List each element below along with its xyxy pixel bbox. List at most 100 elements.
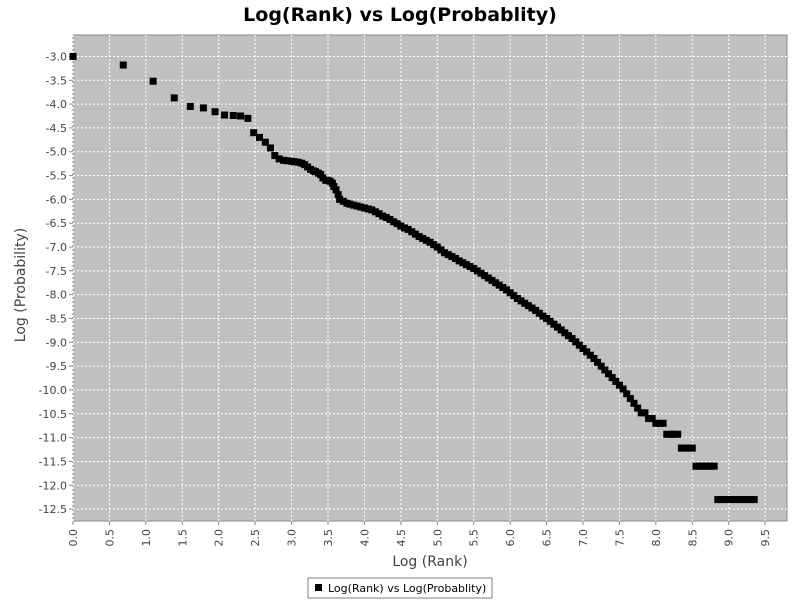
- data-point: [597, 362, 605, 370]
- data-point: [725, 496, 733, 504]
- data-point: [510, 292, 518, 300]
- data-point: [437, 246, 445, 254]
- data-point: [648, 415, 656, 423]
- data-point: [334, 191, 342, 199]
- y-tick-label: -9.0: [46, 336, 67, 349]
- x-tick-label: 9.5: [759, 529, 772, 547]
- data-point: [430, 241, 438, 249]
- data-point: [375, 210, 383, 218]
- axes: 0.0 0.5 1.0 1.5 2.0 2.5 3.0 3.5 4.0 4.5 5.0 5.5 6.0 6…: [39, 50, 773, 546]
- data-point: [736, 496, 744, 504]
- data-point: [170, 94, 178, 102]
- data-point: [433, 243, 441, 251]
- data-point: [506, 289, 514, 297]
- data-point: [546, 317, 554, 325]
- y-tick-label: -3.5: [46, 74, 67, 87]
- data-point: [710, 462, 718, 470]
- data-point: [674, 430, 682, 438]
- data-point: [408, 228, 416, 236]
- plot-area: [72, 34, 788, 522]
- legend-box: [307, 577, 493, 599]
- data-point: [455, 257, 463, 265]
- data-point: [586, 351, 594, 359]
- data-point: [750, 496, 758, 504]
- chart-title: Log(Rank) vs Log(Probablity): [243, 4, 557, 26]
- data-points: [69, 52, 758, 504]
- data-point: [459, 259, 467, 267]
- y-tick-label: -6.0: [46, 193, 67, 206]
- y-tick-label: -10.0: [39, 384, 67, 397]
- y-tick-label: -11.5: [39, 455, 67, 468]
- data-point: [69, 52, 77, 60]
- data-point: [397, 222, 405, 230]
- x-tick-label: 6.5: [541, 529, 554, 547]
- x-axis-label: Log (Rank): [392, 554, 467, 570]
- data-point: [539, 312, 547, 320]
- data-point: [382, 213, 390, 221]
- data-point: [393, 220, 401, 228]
- y-tick-label: -7.0: [46, 241, 67, 254]
- data-point: [186, 102, 194, 110]
- data-point: [666, 430, 674, 438]
- data-point: [583, 348, 591, 356]
- data-point: [707, 462, 714, 470]
- y-tick-label: -12.5: [39, 503, 67, 516]
- y-tick-label: -9.5: [46, 360, 67, 373]
- x-tick-label: 2.0: [213, 529, 226, 547]
- data-point: [612, 377, 620, 385]
- data-point: [747, 496, 755, 504]
- data-point: [532, 306, 540, 314]
- data-point: [415, 233, 423, 241]
- data-point: [579, 345, 587, 353]
- data-point: [626, 395, 634, 403]
- data-point: [605, 370, 612, 378]
- data-point: [350, 201, 357, 209]
- y-tick-label: -3.0: [46, 50, 67, 63]
- data-point: [419, 234, 427, 242]
- data-point: [357, 203, 365, 211]
- data-point: [229, 112, 237, 120]
- y-tick-label: -5.0: [46, 146, 67, 159]
- gridlines: [72, 35, 787, 521]
- data-point: [199, 104, 207, 112]
- data-point: [535, 309, 543, 317]
- data-point: [732, 496, 740, 504]
- data-point: [521, 299, 529, 307]
- data-point: [488, 276, 496, 284]
- data-point: [256, 133, 264, 141]
- x-tick-label: 5.0: [431, 529, 444, 547]
- data-point: [681, 444, 689, 452]
- data-point: [568, 335, 576, 343]
- data-point: [688, 444, 696, 452]
- x-tick-label: 7.5: [613, 529, 626, 547]
- y-tick-label: -10.5: [39, 408, 67, 421]
- y-tick-label: -12.0: [39, 479, 67, 492]
- data-point: [554, 323, 561, 331]
- data-point: [492, 279, 500, 287]
- data-point: [221, 111, 229, 119]
- data-point: [601, 366, 609, 374]
- y-axis-label: Log (Probability): [13, 228, 29, 342]
- data-point: [513, 294, 521, 302]
- data-point: [590, 355, 598, 363]
- data-point: [561, 329, 569, 337]
- data-point: [495, 281, 503, 289]
- data-point: [275, 155, 283, 163]
- data-point: [149, 77, 157, 85]
- data-point: [608, 374, 616, 382]
- data-point: [499, 284, 507, 292]
- data-point: [280, 156, 288, 164]
- y-tick-label: -4.5: [46, 122, 67, 135]
- data-point: [594, 358, 602, 366]
- data-point: [211, 108, 219, 116]
- data-point: [477, 269, 485, 277]
- data-point: [466, 263, 474, 271]
- y-tick-label: -8.0: [46, 289, 67, 302]
- x-tick-label: 3.0: [286, 529, 299, 547]
- data-point: [696, 462, 704, 470]
- data-point: [656, 419, 663, 427]
- data-point: [663, 430, 671, 438]
- data-point: [353, 202, 361, 210]
- data-point: [250, 129, 258, 137]
